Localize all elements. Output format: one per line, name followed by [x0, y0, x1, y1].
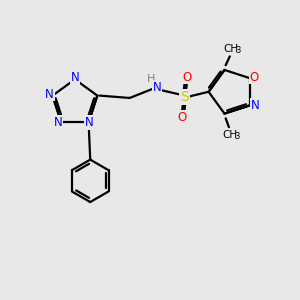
Text: N: N	[152, 81, 161, 94]
Text: N: N	[54, 116, 62, 129]
Text: H: H	[147, 74, 156, 83]
Text: N: N	[70, 71, 79, 84]
Text: 3: 3	[235, 132, 240, 141]
Text: CH: CH	[223, 130, 238, 140]
Text: N: N	[250, 99, 259, 112]
Text: N: N	[45, 88, 54, 100]
Text: 3: 3	[235, 46, 241, 55]
Text: S: S	[180, 90, 189, 104]
Text: O: O	[250, 70, 259, 84]
Text: O: O	[178, 111, 187, 124]
Text: O: O	[182, 70, 191, 84]
Text: CH: CH	[224, 44, 238, 54]
Text: N: N	[85, 116, 94, 129]
